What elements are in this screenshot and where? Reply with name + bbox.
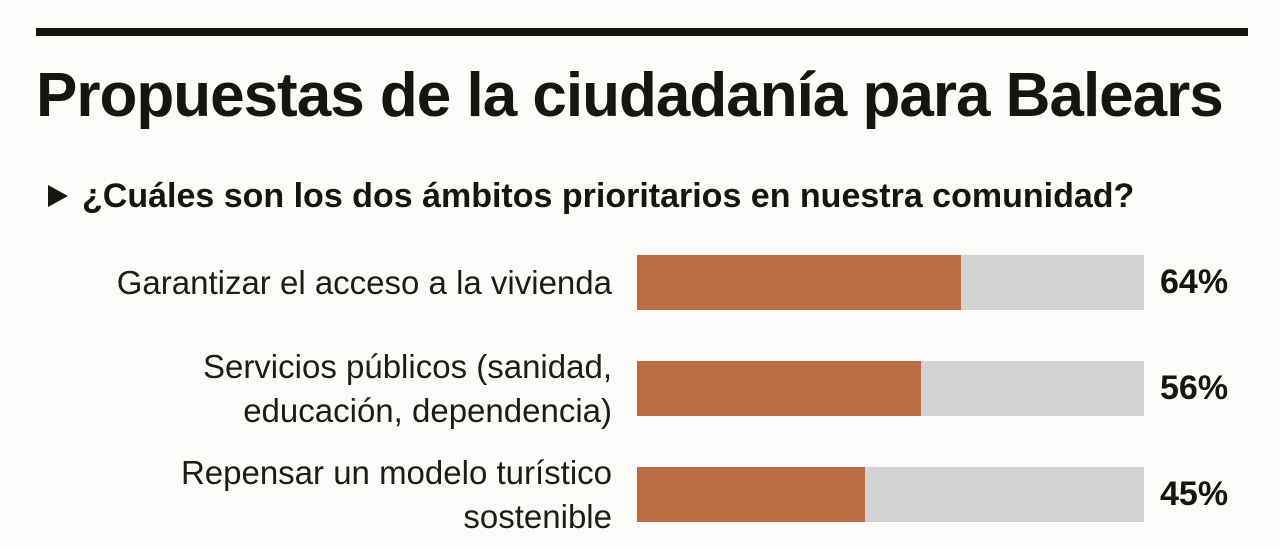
question-text: ¿Cuáles son los dos ámbitos prioritarios… [82,176,1135,215]
category-label: Garantizar el acceso a la vivienda [12,261,612,305]
category-label-line: Repensar un modelo turístico [180,453,612,491]
category-label-line: sostenible [463,497,612,535]
data-label: 45% [1160,475,1229,513]
category-label: Repensar un modelo turístico sostenible [12,451,612,539]
bar-track [637,467,1144,522]
bar-track [637,255,1144,310]
chart-title: Propuestas de la ciudadanía para Balears [36,61,1224,130]
bar [637,361,921,416]
category-label-line: Servicios públicos (sanidad, [202,347,612,385]
category-label: Servicios públicos (sanidad, educación, d… [12,345,612,433]
data-label: 56% [1160,369,1229,407]
triangle-bullet-icon [48,185,68,207]
top-rule [36,28,1248,36]
category-label-line: educación, dependencia) [243,391,612,429]
question-heading: ¿Cuáles son los dos ámbitos prioritarios… [48,172,1134,220]
category-label-line: Garantizar el acceso a la vivienda [116,263,612,301]
bar [637,467,866,522]
data-label: 64% [1160,263,1229,301]
bar-track [637,361,1144,416]
bar [637,255,962,310]
